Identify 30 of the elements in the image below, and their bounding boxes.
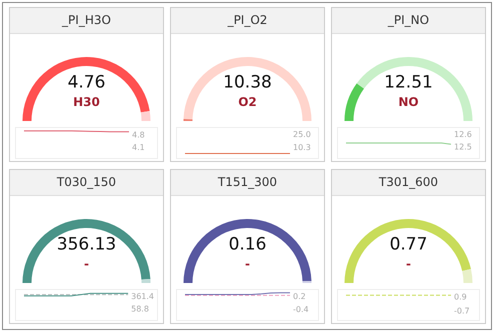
text: - bbox=[84, 257, 90, 271]
text: 4.76 bbox=[68, 72, 106, 92]
y-tick-label: 4.8 bbox=[132, 130, 145, 140]
y-tick-label: 0.2 bbox=[293, 292, 306, 301]
chart-title: T030_150 bbox=[10, 170, 163, 196]
text: H30 bbox=[73, 95, 100, 109]
y-tick-label: 4.1 bbox=[132, 142, 145, 152]
chart-title: T151_300 bbox=[171, 170, 324, 196]
text: - bbox=[406, 257, 412, 271]
y-tick-label: 12.6 bbox=[454, 130, 472, 139]
text: 356.13 bbox=[56, 234, 116, 254]
text: 12.51 bbox=[384, 72, 433, 92]
y-tick-label: -0.4 bbox=[293, 304, 309, 314]
text: NO bbox=[398, 95, 419, 109]
chart-title: _PI_NO bbox=[332, 8, 485, 34]
y-tick-label: 12.5 bbox=[454, 142, 472, 152]
chart-title: T301_600 bbox=[332, 170, 485, 196]
text: 10.38 bbox=[223, 72, 272, 92]
chart-title: _PI_H3O bbox=[10, 8, 163, 34]
y-tick-label: -0.7 bbox=[454, 306, 470, 316]
text: O2 bbox=[238, 95, 257, 109]
y-tick-label: 0.9 bbox=[454, 292, 467, 302]
chart-title: _PI_O2 bbox=[171, 8, 324, 34]
y-tick-label: 10.3 bbox=[293, 143, 311, 152]
text: 0.16 bbox=[228, 234, 266, 254]
y-tick-label: 25.0 bbox=[293, 130, 311, 139]
y-tick-label: 361.4 bbox=[131, 292, 154, 302]
text: - bbox=[245, 257, 250, 271]
text: 0.77 bbox=[390, 234, 428, 254]
y-tick-label: 58.8 bbox=[131, 304, 149, 314]
